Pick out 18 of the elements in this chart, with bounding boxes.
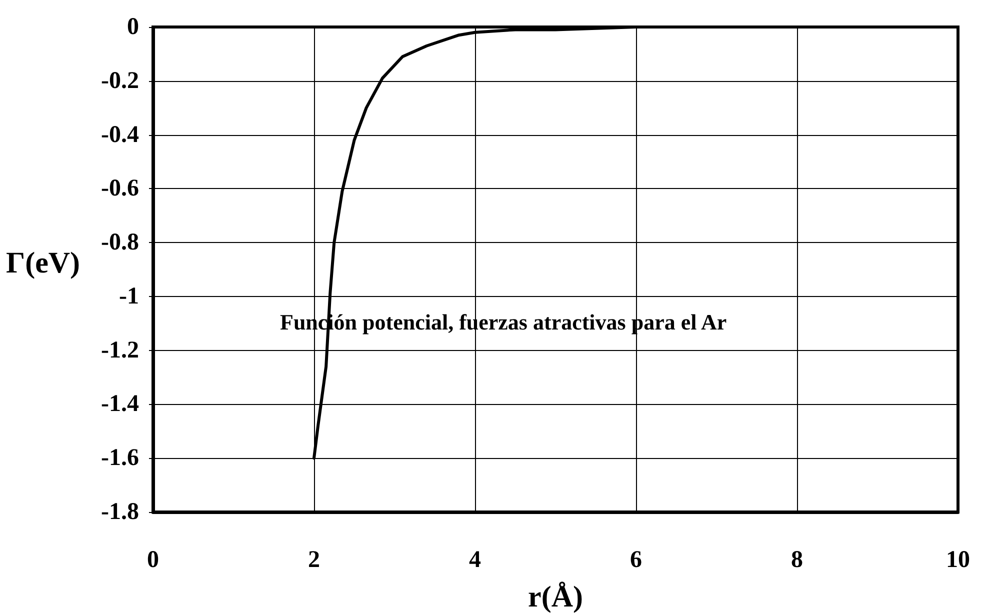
y-tick-label: -0.2 bbox=[101, 68, 139, 94]
y-tick-label: -0.4 bbox=[101, 122, 139, 148]
y-tick-label: -0.6 bbox=[101, 176, 139, 202]
x-tick-label: 4 bbox=[469, 547, 481, 573]
x-axis-title: r(Å) bbox=[528, 580, 583, 614]
x-tick-label: 6 bbox=[630, 547, 642, 573]
y-tick-label: -0.8 bbox=[101, 230, 139, 256]
x-tick-label: 10 bbox=[946, 547, 970, 573]
x-tick-label: 2 bbox=[308, 547, 320, 573]
y-tick-label: -1.2 bbox=[101, 337, 139, 364]
y-tick-label: 0 bbox=[127, 14, 139, 40]
y-tick-label: -1.6 bbox=[101, 445, 139, 472]
y-axis-title: Γ(eV) bbox=[6, 246, 80, 280]
y-tick-label: -1.4 bbox=[101, 391, 139, 418]
y-tick-label: -1.8 bbox=[101, 499, 139, 525]
y-tick-label: -1 bbox=[119, 283, 139, 310]
x-tick-label: 0 bbox=[147, 547, 159, 573]
x-tick-label: 8 bbox=[791, 547, 803, 573]
